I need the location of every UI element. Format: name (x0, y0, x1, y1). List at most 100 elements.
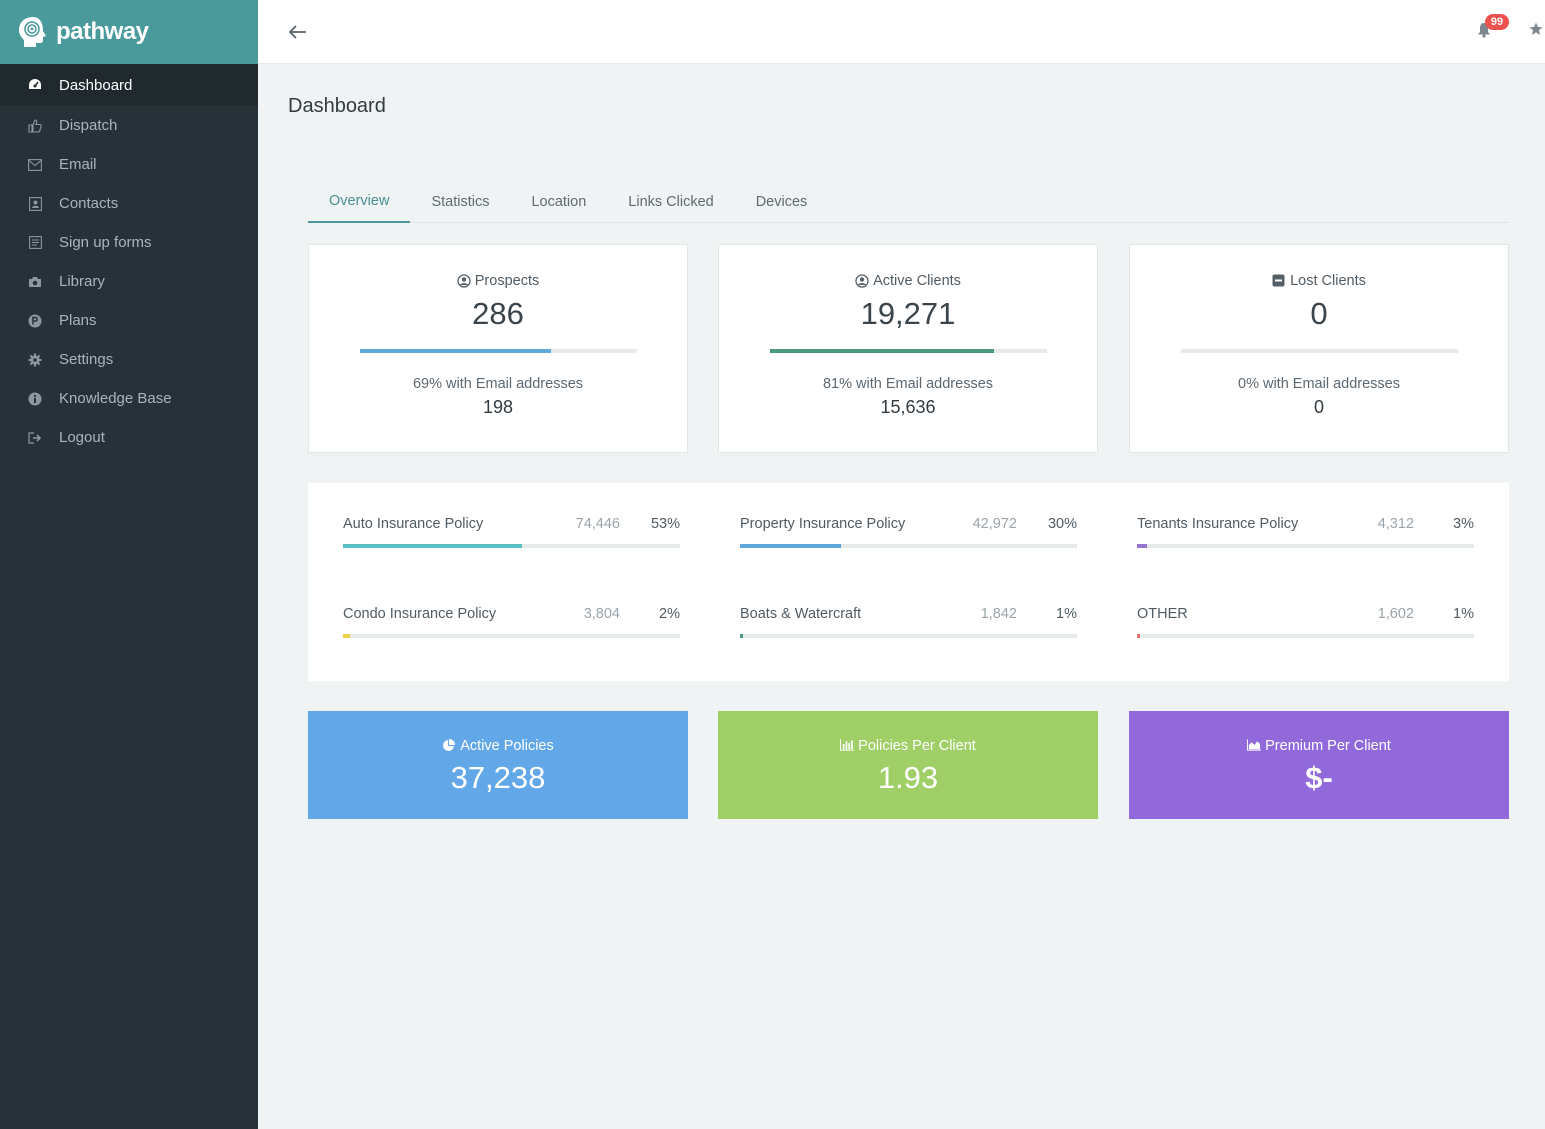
policy-percent: 3% (1453, 516, 1474, 532)
policy-name: Boats & Watercraft (740, 606, 862, 622)
stat-card-value: 0 (1310, 296, 1328, 331)
sidebar-item-email[interactable]: Email (0, 145, 258, 184)
pathway-logo-icon (18, 16, 48, 48)
topbar: 99 (258, 0, 1545, 64)
kpi-header: Policies Per Client (718, 738, 1098, 754)
area-chart-icon (1247, 739, 1262, 753)
stat-card-sub-label: 69% with Email addresses (412, 376, 584, 392)
user-circle-icon (855, 274, 869, 288)
policy-progress-fill (343, 544, 522, 548)
form-icon (27, 235, 43, 251)
policy-progress-bar (740, 634, 1077, 638)
sidebar-item-sign-up-forms[interactable]: Sign up forms (0, 223, 258, 262)
minus-square-icon (1272, 274, 1286, 288)
policy-percent: 2% (659, 606, 680, 622)
sidebar-item-label: Library (59, 273, 105, 290)
brand[interactable]: pathway (0, 0, 258, 64)
policy-count: 42,972 (972, 516, 1017, 532)
back-arrow-icon[interactable] (286, 20, 310, 44)
stat-card-header: Lost Clients (1130, 273, 1508, 289)
policy-count: 3,804 (583, 606, 620, 622)
policy-count: 74,446 (575, 516, 620, 532)
sidebar-item-label: Plans (59, 312, 97, 329)
policy-count: 1,842 (980, 606, 1017, 622)
sidebar-item-plans[interactable]: Plans (0, 301, 258, 340)
policy-progress-fill (1137, 544, 1148, 548)
sidebar-item-label: Logout (59, 429, 105, 446)
sidebar-item-label: Knowledge Base (59, 390, 172, 407)
policy-item: Boats & Watercraft 1,842 1% (740, 603, 1077, 638)
contacts-icon (27, 196, 43, 212)
stat-card-progress-bar (1180, 349, 1458, 353)
sidebar-item-dispatch[interactable]: Dispatch (0, 106, 258, 145)
sidebar-item-library[interactable]: Library (0, 262, 258, 301)
stat-card-header: Active Clients (719, 273, 1097, 289)
prospects-card: Prospects 286 69% with Email addresses 1… (308, 244, 688, 453)
pie-chart-icon (442, 739, 456, 753)
bar-chart-icon (840, 739, 855, 753)
gear-icon (27, 352, 43, 368)
policy-progress-fill (740, 544, 842, 548)
policy-count: 1,602 (1377, 606, 1414, 622)
thumbs-up-icon (27, 118, 43, 134)
active-policies-tile: Active Policies 37,238 (308, 711, 688, 819)
policy-progress-bar (1137, 634, 1474, 638)
sidebar-item-dashboard[interactable]: Dashboard (0, 64, 258, 106)
policy-name: Property Insurance Policy (740, 516, 906, 532)
dashboard-icon (27, 77, 43, 93)
info-icon (27, 391, 43, 407)
tab-links-clicked[interactable]: Links Clicked (628, 193, 714, 210)
policy-progress-fill (1137, 634, 1141, 638)
stat-card-progress-bar (359, 349, 637, 353)
policy-name: OTHER (1137, 606, 1188, 622)
star-icon[interactable] (1529, 22, 1545, 38)
policy-progress-fill (740, 634, 744, 638)
sidebar-item-settings[interactable]: Settings (0, 340, 258, 379)
tab-statistics[interactable]: Statistics (431, 193, 490, 210)
tab-devices[interactable]: Devices (755, 193, 808, 210)
kpi-value: 1.93 (877, 760, 939, 795)
stat-card-label: Prospects (474, 273, 540, 289)
brand-name: pathway (56, 18, 149, 45)
policy-item: OTHER 1,602 1% (1137, 603, 1474, 638)
stat-card-header: Prospects (309, 273, 687, 289)
policy-name: Tenants Insurance Policy (1137, 516, 1299, 532)
tab-overview[interactable]: Overview (308, 180, 411, 223)
kpi-value: $- (1305, 760, 1333, 795)
sidebar: pathway Dashboard Dispatch Email Contact… (0, 0, 258, 1129)
sidebar-item-label: Settings (59, 351, 114, 368)
kpi-header: Active Policies (308, 738, 688, 754)
stat-card-sub-value: 198 (482, 397, 514, 417)
policy-item: Auto Insurance Policy 74,446 53% (343, 513, 680, 548)
policy-percent: 30% (1047, 516, 1077, 532)
policy-name: Auto Insurance Policy (343, 516, 484, 532)
sidebar-item-logout[interactable]: Logout (0, 418, 258, 457)
active-clients-card: Active Clients 19,271 81% with Email add… (718, 244, 1098, 453)
policy-percent: 1% (1056, 606, 1077, 622)
sidebar-item-label: Email (59, 156, 97, 173)
policy-progress-bar (740, 544, 1077, 548)
tab-location[interactable]: Location (531, 193, 587, 210)
sidebar-item-contacts[interactable]: Contacts (0, 184, 258, 223)
policy-progress-bar (343, 634, 680, 638)
sidebar-nav: Dashboard Dispatch Email Contacts Sign u… (0, 64, 258, 457)
policy-item: Condo Insurance Policy 3,804 2% (343, 603, 680, 638)
notification-count-badge: 99 (1485, 14, 1509, 30)
sidebar-item-label: Sign up forms (59, 234, 152, 251)
page-title: Dashboard (288, 95, 386, 117)
policy-name: Condo Insurance Policy (343, 606, 497, 622)
logout-icon (27, 430, 43, 446)
policy-percent: 1% (1453, 606, 1474, 622)
sidebar-item-label: Dispatch (59, 117, 118, 134)
stat-card-value: 286 (472, 296, 524, 331)
kpi-label: Premium Per Client (1265, 738, 1391, 754)
camera-icon (27, 274, 43, 290)
user-circle-icon (457, 274, 471, 288)
stat-card-progress-fill (359, 349, 551, 353)
envelope-icon (27, 157, 43, 173)
stat-card-label: Active Clients (873, 273, 961, 289)
sidebar-item-knowledge-base[interactable]: Knowledge Base (0, 379, 258, 418)
sidebar-item-label: Dashboard (59, 76, 133, 94)
stat-card-progress-fill (769, 349, 994, 353)
policies-per-client-tile: Policies Per Client 1.93 (718, 711, 1098, 819)
